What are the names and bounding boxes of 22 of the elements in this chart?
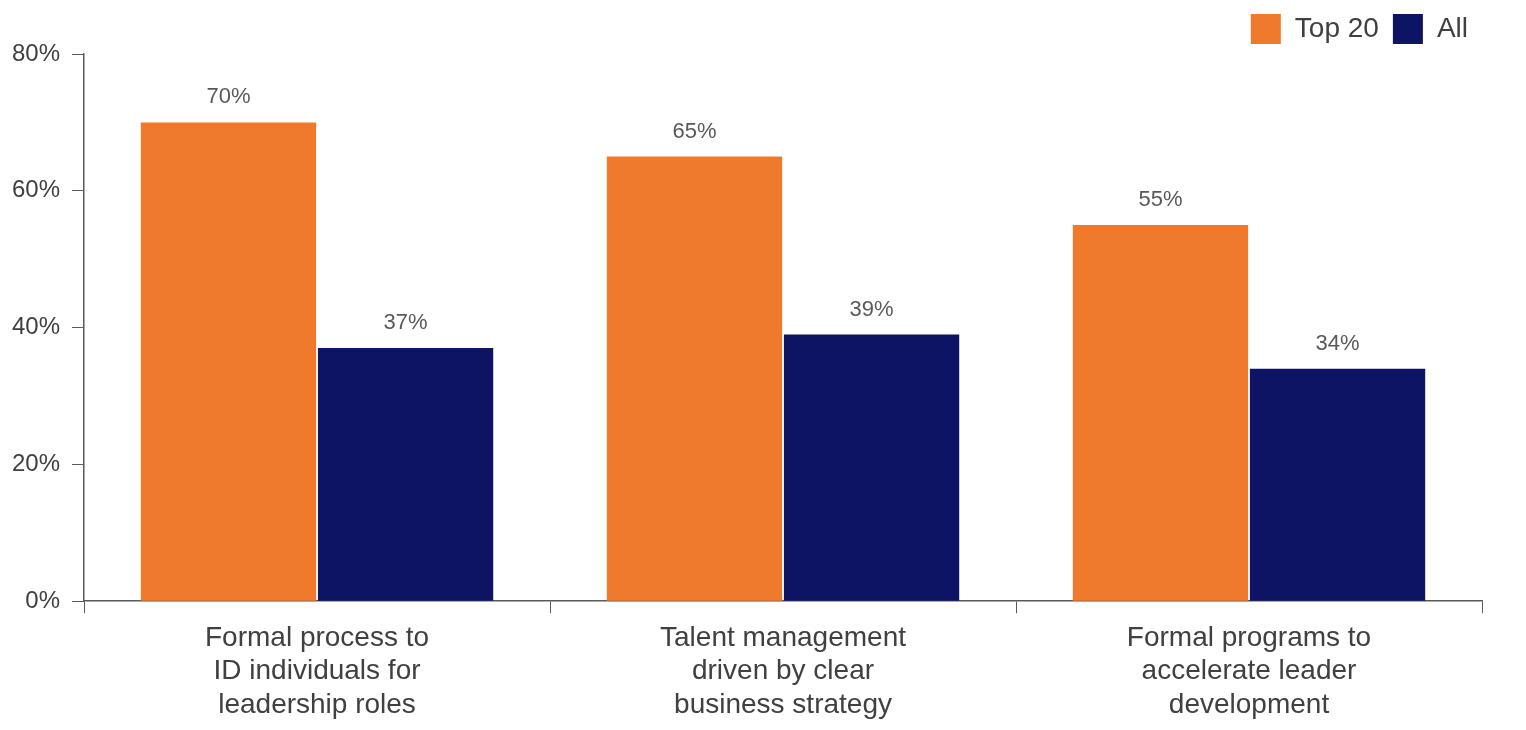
y-tick-label: 40%	[11, 312, 61, 340]
legend-label: Top 20	[1294, 11, 1379, 43]
y-tick-label: 60%	[11, 175, 61, 203]
legend-label: All	[1436, 11, 1469, 43]
data-label: 70%	[206, 83, 251, 109]
data-label: 39%	[849, 295, 894, 321]
bar	[606, 156, 783, 601]
bar	[317, 348, 494, 601]
data-label: 65%	[672, 117, 717, 143]
x-tick-label: Talent management driven by clear business strategy	[660, 620, 907, 719]
data-label: 55%	[1138, 186, 1183, 212]
x-tick-label: Formal programs to accelerate leader development	[1126, 620, 1372, 719]
y-tick-label: 80%	[11, 38, 61, 66]
y-tick-label: 20%	[11, 449, 61, 477]
bar	[1072, 225, 1249, 601]
x-tick-label: Formal process to ID individuals for leadership roles	[204, 620, 430, 719]
data-label: 37%	[383, 309, 428, 335]
bar	[783, 334, 960, 601]
bar	[140, 122, 317, 601]
y-tick-label: 0%	[25, 585, 61, 613]
data-label: 34%	[1315, 329, 1360, 355]
bar	[1249, 368, 1426, 601]
